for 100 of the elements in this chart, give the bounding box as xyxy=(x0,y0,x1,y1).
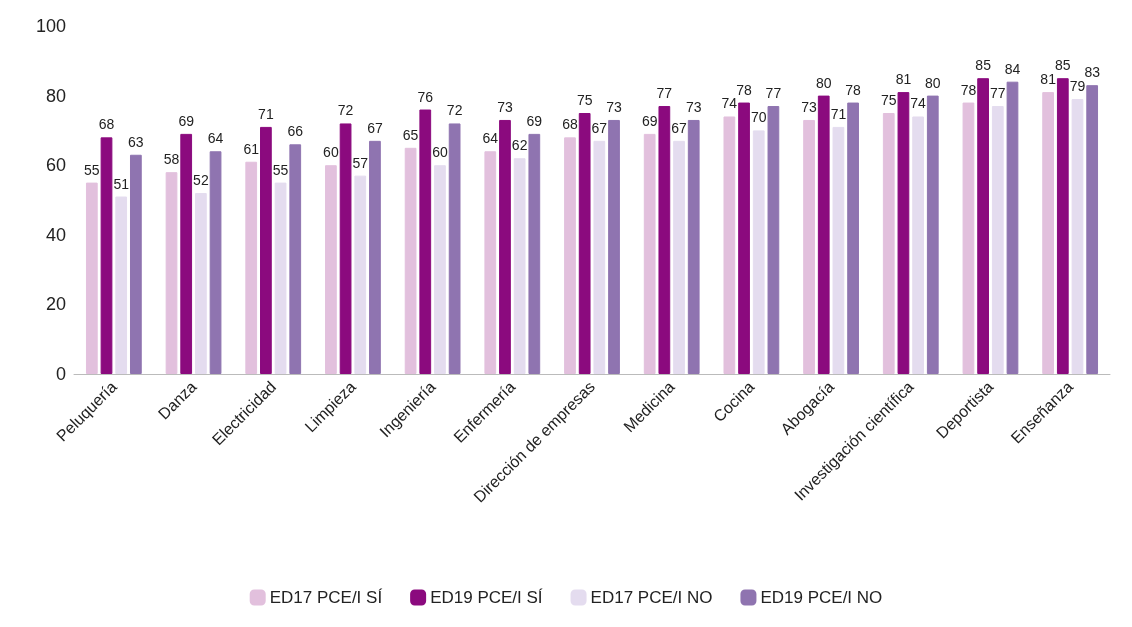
data-label: 60 xyxy=(432,144,448,161)
bar xyxy=(643,133,656,374)
data-label: 55 xyxy=(272,161,289,178)
y-tick-label: 100 xyxy=(35,16,66,36)
bar xyxy=(209,151,222,374)
data-label: 69 xyxy=(526,112,543,129)
data-label: 79 xyxy=(1069,78,1086,95)
data-label: 75 xyxy=(880,92,897,108)
data-label: 78 xyxy=(736,81,753,98)
bar xyxy=(926,95,939,374)
bar xyxy=(832,126,845,374)
bar xyxy=(962,102,975,374)
data-label: 61 xyxy=(243,140,260,157)
data-label: 78 xyxy=(845,81,862,98)
data-label: 52 xyxy=(193,172,209,189)
data-label: 67 xyxy=(591,119,608,136)
bar xyxy=(129,154,142,374)
data-label: 67 xyxy=(671,119,688,136)
data-label: 73 xyxy=(606,98,623,115)
data-label: 74 xyxy=(721,95,738,112)
data-label: 71 xyxy=(258,105,274,122)
data-label: 69 xyxy=(641,112,658,129)
data-label: 71 xyxy=(830,105,847,122)
y-tick-label: 20 xyxy=(45,294,66,315)
data-label: 58 xyxy=(163,151,180,168)
data-label: 57 xyxy=(352,154,369,171)
bar xyxy=(752,130,765,374)
bar xyxy=(513,158,526,374)
data-label: 85 xyxy=(975,57,992,74)
y-tick-label: 60 xyxy=(45,155,66,176)
bar xyxy=(100,137,113,374)
bar xyxy=(484,151,497,374)
bar xyxy=(165,172,178,374)
bar xyxy=(434,165,446,374)
bar xyxy=(1086,85,1099,374)
bar xyxy=(85,182,98,374)
data-label: 77 xyxy=(990,85,1006,102)
bar xyxy=(738,102,750,374)
bar xyxy=(499,119,511,374)
bar xyxy=(369,140,381,374)
data-label: 70 xyxy=(750,109,767,126)
y-tick-label: 80 xyxy=(45,85,66,106)
bar xyxy=(578,113,591,374)
bar xyxy=(723,116,736,374)
bar xyxy=(354,175,367,374)
data-label: 85 xyxy=(1055,57,1071,74)
bar xyxy=(897,92,910,374)
bar xyxy=(817,95,830,374)
bar xyxy=(1056,78,1069,374)
data-label: 64 xyxy=(482,130,499,147)
bar xyxy=(658,106,671,374)
data-label: 65 xyxy=(402,126,419,143)
bar xyxy=(274,182,287,374)
data-label: 60 xyxy=(323,144,339,161)
bar xyxy=(404,147,417,374)
data-label: 75 xyxy=(576,92,593,108)
bar xyxy=(180,133,193,374)
bar xyxy=(195,193,207,374)
bar xyxy=(1006,81,1019,374)
bar xyxy=(260,126,272,374)
bar xyxy=(912,116,924,374)
data-label: 77 xyxy=(765,85,782,102)
y-tick-label: 40 xyxy=(45,224,66,245)
bar xyxy=(115,196,128,374)
data-label: 69 xyxy=(178,112,195,129)
data-label: 78 xyxy=(960,81,977,98)
bar xyxy=(339,123,352,374)
bar xyxy=(448,123,461,374)
bar xyxy=(245,161,258,374)
data-label: 62 xyxy=(511,137,528,154)
data-label: 64 xyxy=(207,130,224,147)
data-label: 72 xyxy=(337,102,354,119)
data-label: 68 xyxy=(562,116,578,133)
bar xyxy=(1071,99,1084,374)
bar xyxy=(564,137,576,374)
data-label: 74 xyxy=(910,95,927,112)
legend-label: ED17 PCE/I SÍ xyxy=(269,588,383,607)
data-label: 73 xyxy=(497,98,513,115)
legend-label: ED17 PCE/I NO xyxy=(590,588,713,607)
data-label: 80 xyxy=(925,74,941,91)
bar xyxy=(767,106,780,374)
data-label: 77 xyxy=(656,85,673,102)
bar xyxy=(325,165,337,374)
data-label: 80 xyxy=(815,74,832,91)
data-label: 73 xyxy=(685,98,702,115)
data-label: 72 xyxy=(446,102,463,119)
data-label: 67 xyxy=(367,119,383,136)
bar xyxy=(673,140,685,374)
data-label: 81 xyxy=(895,71,912,88)
bar xyxy=(977,78,989,374)
data-label: 81 xyxy=(1040,71,1057,88)
legend-label: ED19 PCE/I NO xyxy=(760,588,883,607)
data-label: 73 xyxy=(801,98,818,115)
bar xyxy=(991,106,1004,374)
data-label: 84 xyxy=(1004,60,1021,77)
data-label: 83 xyxy=(1084,64,1101,81)
bar xyxy=(882,113,895,374)
bar xyxy=(608,119,620,374)
data-label: 66 xyxy=(287,123,304,140)
legend-label: ED19 PCE/I SÍ xyxy=(430,588,543,607)
